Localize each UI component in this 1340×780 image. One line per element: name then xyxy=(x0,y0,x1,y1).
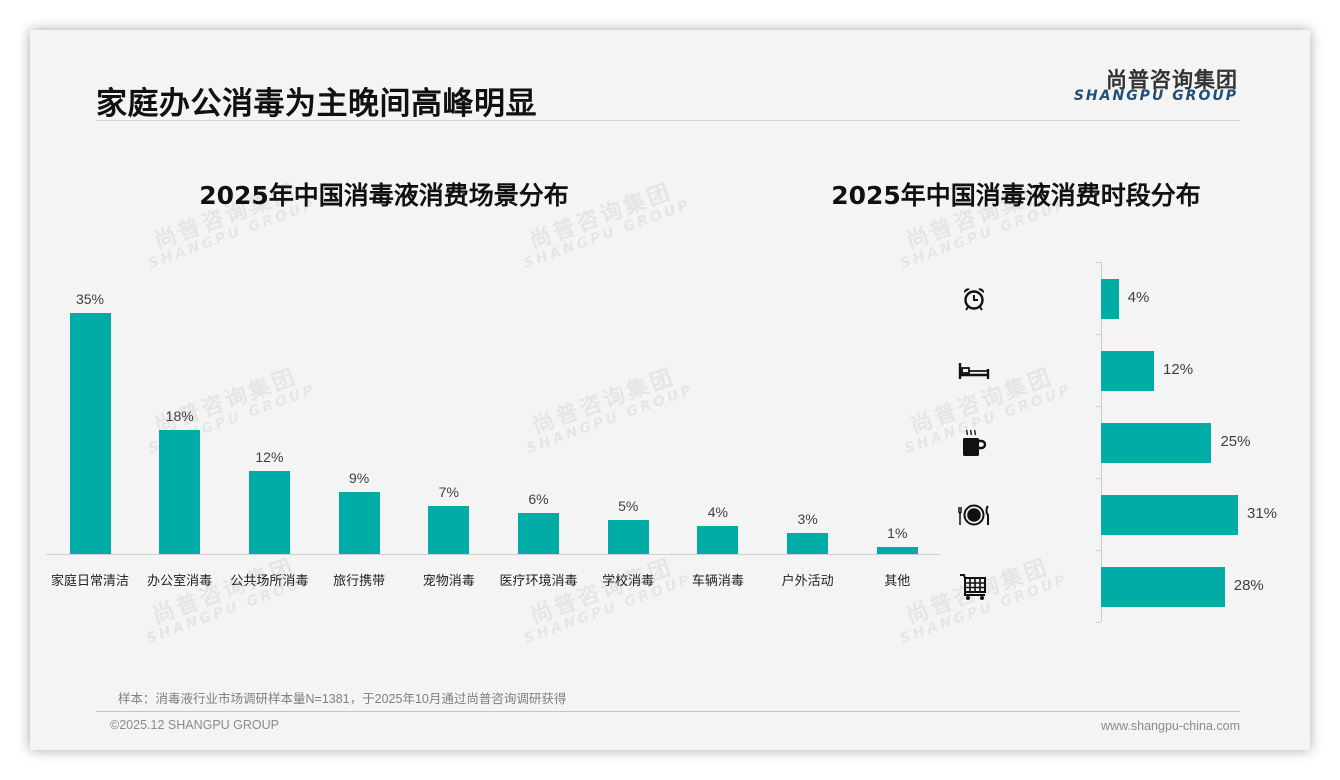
scene-bar xyxy=(607,519,649,554)
sample-note: 样本：消毒液行业市场调研样本量N=1381，于2025年10月通过尚普咨询调研获… xyxy=(118,692,567,706)
scene-bar-value: 7% xyxy=(438,483,459,500)
time-bar xyxy=(1101,567,1225,607)
time-chart-title: 2025年中国消毒液消费时段分布 xyxy=(831,181,1201,210)
header-divider xyxy=(96,120,1240,121)
scene-bar xyxy=(338,492,380,554)
scene-category-label: 宠物消毒 xyxy=(422,573,475,588)
watermark: 尚普咨询集团 SHANGPU GROUP xyxy=(524,364,697,458)
time-bar-value: 12% xyxy=(1163,361,1194,378)
scene-bar-value: 5% xyxy=(618,497,639,514)
scene-bar xyxy=(876,547,918,554)
time-bar-value: 4% xyxy=(1127,289,1150,306)
scene-category-label: 公共场所消毒 xyxy=(230,573,309,588)
axis-tick xyxy=(1096,478,1101,479)
time-bar xyxy=(1101,279,1119,319)
page-title: 家庭办公消毒为主晚间高峰明显 xyxy=(96,86,537,122)
watermark: 尚普咨询集团 SHANGPU GROUP xyxy=(522,554,695,648)
scene-bar xyxy=(787,533,829,554)
scene-bar-value: 4% xyxy=(707,504,728,521)
scene-bar-value: 35% xyxy=(75,291,105,307)
scene-bar-value: 6% xyxy=(528,490,549,507)
scene-category-label: 旅行携带 xyxy=(333,573,386,588)
logo-english: SHANGPU GROUP xyxy=(1073,88,1238,104)
website-link[interactable]: www.shangpu-china.com xyxy=(1101,719,1240,733)
axis-tick xyxy=(1096,550,1101,551)
time-bar xyxy=(1101,423,1212,463)
copyright: ©2025.12 SHANGPU GROUP xyxy=(110,718,279,732)
scene-category-label: 学校消毒 xyxy=(602,573,655,588)
bed-icon xyxy=(954,351,994,391)
shopping-cart-icon xyxy=(954,567,994,607)
scene-bar xyxy=(697,526,739,554)
footer-divider xyxy=(96,711,1240,712)
scene-bar xyxy=(159,430,201,554)
axis-tick xyxy=(1096,262,1101,263)
scene-bar-value: 12% xyxy=(255,449,284,466)
scene-bar xyxy=(428,505,470,554)
time-bar-value: 25% xyxy=(1220,433,1251,450)
axis-tick xyxy=(1096,334,1101,335)
plate-cutlery-icon xyxy=(954,495,994,535)
time-bar-value: 31% xyxy=(1247,505,1278,522)
axis-tick xyxy=(1096,622,1101,623)
time-bar xyxy=(1101,351,1155,391)
coffee-cup-icon xyxy=(954,423,994,463)
scene-bar xyxy=(69,313,111,554)
scene-category-label: 医疗环境消毒 xyxy=(499,573,578,588)
watermark: 尚普咨询集团 SHANGPU GROUP xyxy=(144,554,317,648)
scene-chart-x-axis xyxy=(46,554,940,555)
time-bar xyxy=(1101,495,1238,535)
scene-category-label: 车辆消毒 xyxy=(691,573,744,588)
scene-category-label: 办公室消毒 xyxy=(147,573,213,588)
scene-bar-value: 1% xyxy=(887,525,908,542)
scene-category-label: 其他 xyxy=(884,573,911,588)
scene-bar-value: 18% xyxy=(165,408,194,425)
alarm-clock-icon xyxy=(954,279,994,319)
slide: 尚普咨询集团 SHANGPU GROUP 尚普咨询集团 SHANGPU GROUP … xyxy=(30,30,1310,750)
scene-bar-value: 3% xyxy=(797,511,818,528)
scene-bar xyxy=(518,512,559,554)
axis-tick xyxy=(1096,406,1101,407)
logo-chinese: 尚普咨询集团 xyxy=(1106,68,1238,92)
time-bar-value: 28% xyxy=(1233,577,1264,594)
scene-category-label: 家庭日常清洁 xyxy=(50,573,129,588)
scene-bar-value: 9% xyxy=(348,470,370,487)
scene-chart-title: 2025年中国消毒液消费场景分布 xyxy=(199,181,569,210)
scene-bar xyxy=(248,471,290,554)
scene-category-label: 户外活动 xyxy=(781,573,834,588)
